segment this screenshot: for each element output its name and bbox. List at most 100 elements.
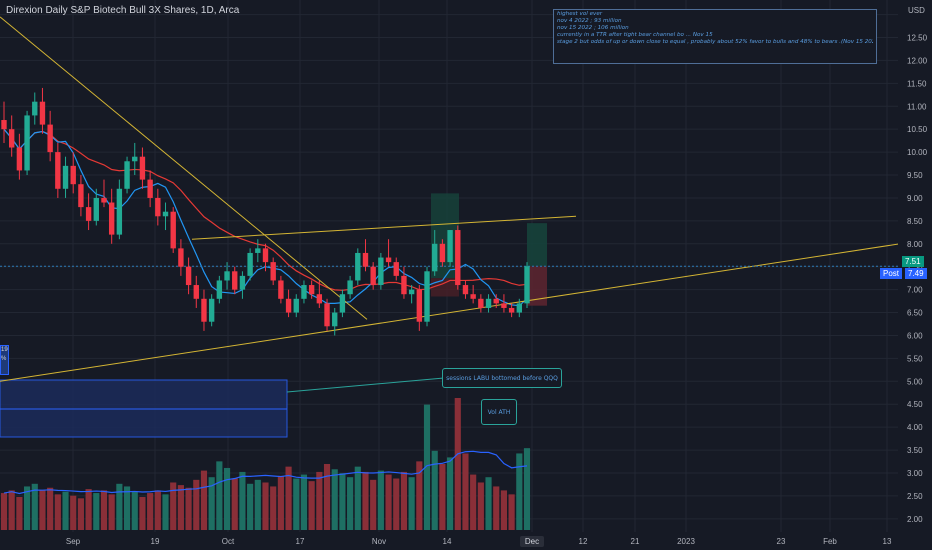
current-price-tag: 7.51: [902, 256, 924, 267]
candle-body: [155, 197, 161, 217]
labu-bottom-callout: sessions LABU bottomed before QQQ: [442, 368, 562, 388]
candle-body: [270, 262, 276, 281]
volume-bar: [47, 487, 54, 530]
volume-bar: [162, 494, 169, 530]
volume-bar: [331, 469, 338, 530]
candle-body: [293, 298, 299, 313]
volume-bar: [408, 477, 415, 530]
time-axis-current-label: Dec: [525, 537, 539, 546]
time-axis-tick: 2023: [677, 537, 695, 546]
volume-bar: [293, 478, 300, 530]
note-line: stage 2 but odds of up or down close to …: [557, 39, 873, 45]
candle-body: [378, 257, 384, 286]
price-axis-tick: 11.00: [907, 102, 927, 111]
time-axis-tick: Oct: [222, 537, 235, 546]
upper-channel-line: [191, 215, 577, 240]
candle-body: [185, 266, 192, 286]
volume-bar: [262, 482, 269, 530]
volume-bar: [254, 479, 261, 530]
candle-body: [516, 303, 523, 313]
time-axis-tick: Feb: [823, 537, 837, 546]
volume-bar: [270, 486, 277, 530]
price-axis-tick: 12.00: [907, 56, 928, 65]
price-axis-tick: 3.00: [907, 469, 923, 478]
candle-body: [8, 129, 15, 148]
volume-bar: [400, 471, 408, 530]
volume-bar: [147, 493, 154, 530]
candle-body: [339, 294, 346, 313]
time-axis-tick: 13: [883, 537, 892, 546]
volume-bar: [239, 471, 246, 530]
candle-body: [478, 298, 484, 308]
candle-body: [255, 248, 261, 253]
chart-title: Direxion Daily S&P Biotech Bull 3X Share…: [6, 5, 240, 16]
candle-body: [1, 120, 7, 130]
candle-body: [78, 184, 84, 208]
volume-bar: [93, 493, 100, 530]
candle-body: [216, 280, 223, 299]
candle-body: [285, 298, 292, 313]
candle-body: [147, 179, 153, 198]
candle-body: [370, 266, 376, 286]
candle-body: [201, 298, 207, 322]
candle-body: [101, 197, 107, 203]
candle-body: [47, 124, 53, 153]
price-axis-tick: 5.50: [907, 354, 923, 363]
left-data-window: 19d %: [0, 345, 9, 375]
volume-bar: [370, 479, 377, 530]
volume-bar: [362, 471, 369, 530]
volume-bar: [170, 482, 177, 530]
time-axis-tick: 12: [579, 537, 588, 546]
volume-bar: [177, 485, 184, 530]
volume-bar: [500, 490, 508, 530]
candle-body: [55, 152, 61, 189]
volume-bar: [23, 486, 31, 530]
candle-body: [485, 298, 492, 308]
price-axis-tick: 12.50: [907, 34, 928, 43]
candle-body: [62, 165, 69, 189]
time-axis-current-bg: [520, 536, 544, 547]
price-axis-tick: 2.50: [907, 492, 923, 501]
candle-body: [424, 271, 430, 322]
time-axis-tick: 23: [777, 537, 786, 546]
volume-bar: [193, 479, 200, 530]
volume-bar: [77, 498, 84, 530]
candle-body: [178, 248, 184, 267]
post-market-price-tag: 7.49: [905, 268, 927, 279]
volume-bar: [323, 464, 331, 530]
candle-body: [508, 307, 515, 313]
price-axis-tick: 3.50: [907, 446, 923, 455]
price-axis-tick: 5.00: [907, 377, 923, 386]
candle-body: [308, 285, 315, 295]
callout-connector: [286, 377, 445, 393]
target-zone: [527, 223, 547, 267]
volume-bar: [347, 477, 354, 530]
volume-bar: [200, 470, 208, 530]
candle-body: [362, 252, 369, 267]
volume-bar: [423, 404, 431, 530]
note-line: nov 4 2022 ; 93 million: [557, 18, 622, 24]
analysis-note: highest vol ever nov 4 2022 ; 93 million…: [553, 9, 877, 64]
candle-body: [385, 257, 392, 263]
volume-bar: [62, 491, 69, 530]
volume-bar: [277, 475, 284, 530]
price-axis-tick: 7.00: [907, 286, 923, 295]
post-market-label: Post: [880, 268, 903, 279]
volume-bar: [54, 494, 61, 530]
candle-body: [401, 275, 407, 295]
volume-bar: [339, 473, 346, 530]
candle-body: [332, 312, 338, 327]
candle-body: [116, 188, 123, 235]
volume-bar: [8, 490, 15, 530]
volume-bar: [116, 483, 123, 530]
price-axis-tick: 10.00: [907, 148, 928, 157]
volume-bar: [416, 461, 423, 530]
volume-bar: [516, 453, 523, 530]
candle-body: [278, 280, 284, 299]
volume-bar: [108, 494, 115, 530]
stop-zone: [527, 266, 547, 306]
volume-ma-line: [3, 450, 528, 495]
volume-bar: [231, 478, 238, 530]
price-axis-tick: 10.50: [907, 125, 928, 134]
